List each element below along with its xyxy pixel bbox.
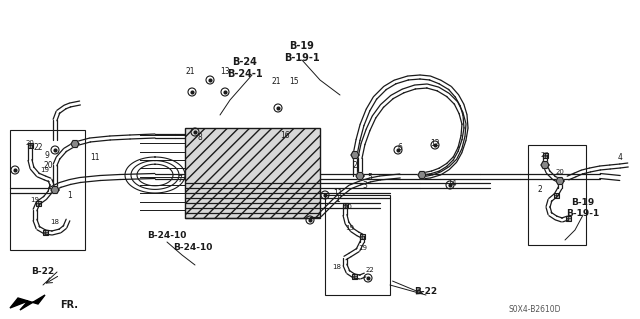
Text: 13: 13 [220,68,230,77]
Text: 20: 20 [344,204,353,210]
Text: FR.: FR. [60,300,78,310]
Text: 22: 22 [365,267,374,273]
Text: B-19
B-19-1: B-19 B-19-1 [566,198,600,218]
Text: 22: 22 [33,144,43,152]
Text: B-19
B-19-1: B-19 B-19-1 [284,41,320,63]
Text: B-22: B-22 [31,268,54,277]
Bar [554,192,559,197]
Polygon shape [356,173,364,180]
Text: S0X4-B2610D: S0X4-B2610D [509,306,561,315]
Text: 20: 20 [541,152,549,158]
Text: 19: 19 [40,167,49,173]
Text: 20: 20 [43,160,53,169]
Text: 20: 20 [26,140,35,146]
Bar [42,229,47,234]
Polygon shape [10,295,45,310]
Text: 2: 2 [353,160,357,169]
Text: 20: 20 [556,169,564,175]
Text: 11: 11 [333,189,343,198]
Polygon shape [418,172,426,178]
Polygon shape [51,187,59,193]
Text: 6: 6 [397,144,403,152]
Bar [325,195,390,295]
Text: 4: 4 [618,153,623,162]
Bar [566,216,570,220]
Bar [10,130,85,250]
Text: 21: 21 [185,68,195,77]
Text: 19: 19 [346,225,355,231]
Text: 18: 18 [333,264,342,270]
Text: 3: 3 [363,181,367,189]
Polygon shape [556,178,564,184]
Text: 19: 19 [358,245,367,251]
Bar [360,234,365,239]
Bar [543,152,547,158]
Text: 7: 7 [177,175,182,184]
Bar [28,143,33,147]
Text: 12: 12 [430,138,440,147]
Text: 16: 16 [280,130,290,139]
Text: B-24-10: B-24-10 [147,231,187,240]
Bar [185,128,320,218]
Text: 1: 1 [335,196,340,204]
Text: 21: 21 [271,78,281,86]
Bar [35,201,40,205]
Text: 18: 18 [51,219,60,225]
Text: 8: 8 [198,133,202,143]
Text: B-24-10: B-24-10 [173,243,212,253]
Bar [342,203,348,207]
Text: 1: 1 [68,190,72,199]
Bar [351,273,356,278]
Polygon shape [71,141,79,147]
Text: 9: 9 [45,151,49,160]
Text: 19: 19 [31,197,40,203]
Text: 14: 14 [447,179,457,188]
Text: 5: 5 [367,174,372,182]
Text: 15: 15 [289,78,299,86]
Bar [528,145,586,245]
Text: 11: 11 [90,153,100,162]
Polygon shape [541,161,549,168]
Text: B-22: B-22 [415,286,438,295]
Polygon shape [351,152,359,159]
Text: B-24
B-24-1: B-24 B-24-1 [227,57,263,79]
Text: 2: 2 [538,186,542,195]
